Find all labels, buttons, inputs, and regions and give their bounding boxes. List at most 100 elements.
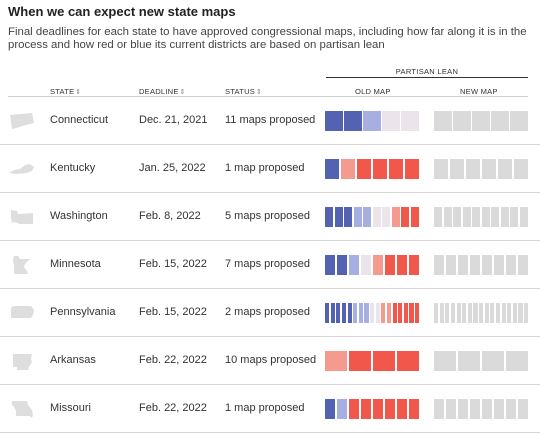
old-map-district bbox=[356, 159, 372, 179]
new-map-district bbox=[481, 351, 505, 371]
page-subtitle: Final deadlines for each state to have a… bbox=[8, 26, 527, 51]
new-map-district bbox=[524, 303, 529, 323]
state-name: Pennsylvania bbox=[50, 306, 116, 318]
new-map-district bbox=[445, 399, 457, 419]
old-map-district bbox=[325, 351, 348, 371]
state-name: Washington bbox=[50, 210, 108, 222]
old-map-district bbox=[330, 303, 335, 323]
new-map-district bbox=[434, 399, 445, 419]
new-map-district bbox=[513, 159, 529, 179]
old-map-district bbox=[396, 255, 408, 275]
new-map-district bbox=[481, 255, 493, 275]
old-map-column-header: OLD MAP bbox=[355, 87, 391, 96]
old-map-district bbox=[372, 351, 396, 371]
new-map-district bbox=[493, 399, 505, 419]
kentucky-shape-icon bbox=[9, 164, 34, 174]
status-column-header[interactable]: STATUS⇕ bbox=[225, 87, 262, 96]
old-map-district bbox=[372, 207, 381, 227]
old-map-district bbox=[358, 303, 363, 323]
partisan-lean-header: PARTISAN LEAN bbox=[326, 67, 528, 78]
new-map-district bbox=[434, 303, 439, 323]
state-name: Kentucky bbox=[50, 162, 96, 174]
old-map-district bbox=[372, 159, 388, 179]
old-map-district bbox=[401, 111, 419, 131]
new-map-district bbox=[434, 159, 449, 179]
deadline-column-header[interactable]: DEADLINE⇕ bbox=[139, 87, 186, 96]
new-map-district bbox=[497, 159, 513, 179]
old-map-bar bbox=[325, 159, 420, 179]
new-map-district bbox=[462, 207, 471, 227]
old-map-district bbox=[325, 303, 330, 323]
old-map-district bbox=[382, 111, 400, 131]
old-map-district bbox=[370, 303, 375, 323]
arkansas-shape-icon bbox=[13, 354, 32, 370]
connecticut-shape-icon bbox=[10, 113, 34, 129]
new-map-district bbox=[453, 111, 471, 131]
pennsylvania-shape-icon bbox=[11, 306, 34, 318]
state-name: Arkansas bbox=[50, 354, 96, 366]
status-value: 1 map proposed bbox=[225, 162, 305, 174]
new-map-district bbox=[469, 399, 481, 419]
new-map-district bbox=[505, 255, 517, 275]
old-map-district bbox=[336, 255, 348, 275]
table-row: Connecticut Dec. 21, 2021 11 maps proposed bbox=[0, 97, 540, 145]
new-map-district bbox=[456, 303, 461, 323]
new-map-district bbox=[443, 207, 452, 227]
table-row: Missouri Feb. 22, 2022 1 map proposed bbox=[0, 385, 540, 433]
new-map-district bbox=[484, 303, 489, 323]
new-map-district bbox=[472, 111, 490, 131]
old-map-district bbox=[360, 399, 372, 419]
new-map-district bbox=[473, 303, 478, 323]
old-map-district bbox=[325, 159, 340, 179]
old-map-district bbox=[363, 207, 372, 227]
old-map-district bbox=[364, 303, 369, 323]
old-map-district bbox=[325, 399, 336, 419]
old-map-district bbox=[398, 303, 403, 323]
old-map-district bbox=[381, 303, 386, 323]
new-map-district bbox=[434, 255, 445, 275]
new-map-district bbox=[453, 207, 462, 227]
old-map-district bbox=[403, 303, 408, 323]
new-map-district bbox=[434, 207, 443, 227]
new-map-district bbox=[481, 399, 493, 419]
table-row: Kentucky Jan. 25, 2022 1 map proposed bbox=[0, 145, 540, 193]
old-map-district bbox=[384, 255, 396, 275]
deadline-column-label: DEADLINE bbox=[139, 87, 179, 96]
new-map-district bbox=[462, 303, 467, 323]
new-map-district bbox=[465, 159, 481, 179]
old-map-district bbox=[340, 159, 356, 179]
old-map-district bbox=[404, 159, 420, 179]
old-map-district bbox=[382, 207, 391, 227]
old-map-district bbox=[392, 303, 397, 323]
new-map-district bbox=[517, 255, 528, 275]
new-map-district bbox=[491, 111, 509, 131]
old-map-district bbox=[391, 207, 400, 227]
old-map-district bbox=[363, 111, 381, 131]
table-row: Minnesota Feb. 15, 2022 7 maps proposed bbox=[0, 241, 540, 289]
old-map-district bbox=[334, 207, 343, 227]
new-map-bar bbox=[434, 303, 529, 323]
new-map-district bbox=[518, 303, 523, 323]
old-map-district bbox=[388, 159, 404, 179]
minnesota-shape-icon bbox=[13, 256, 30, 274]
new-map-district bbox=[457, 399, 469, 419]
new-map-district bbox=[450, 303, 455, 323]
old-map-district bbox=[344, 207, 353, 227]
deadline-value: Feb. 15, 2022 bbox=[139, 258, 207, 270]
state-name: Minnesota bbox=[50, 258, 101, 270]
old-map-district bbox=[408, 255, 419, 275]
old-map-district bbox=[348, 399, 360, 419]
new-map-district bbox=[434, 351, 457, 371]
old-map-district bbox=[348, 255, 360, 275]
washington-shape-icon bbox=[11, 210, 33, 224]
state-name: Missouri bbox=[50, 402, 91, 414]
deadline-value: Dec. 21, 2021 bbox=[139, 114, 208, 126]
new-map-bar bbox=[434, 207, 528, 227]
state-column-header[interactable]: STATE⇕ bbox=[50, 87, 81, 96]
old-map-bar bbox=[325, 303, 420, 323]
status-column-label: STATUS bbox=[225, 87, 256, 96]
new-map-district bbox=[493, 255, 505, 275]
status-value: 10 maps proposed bbox=[225, 354, 317, 366]
new-map-district bbox=[507, 303, 512, 323]
new-map-district bbox=[519, 207, 528, 227]
